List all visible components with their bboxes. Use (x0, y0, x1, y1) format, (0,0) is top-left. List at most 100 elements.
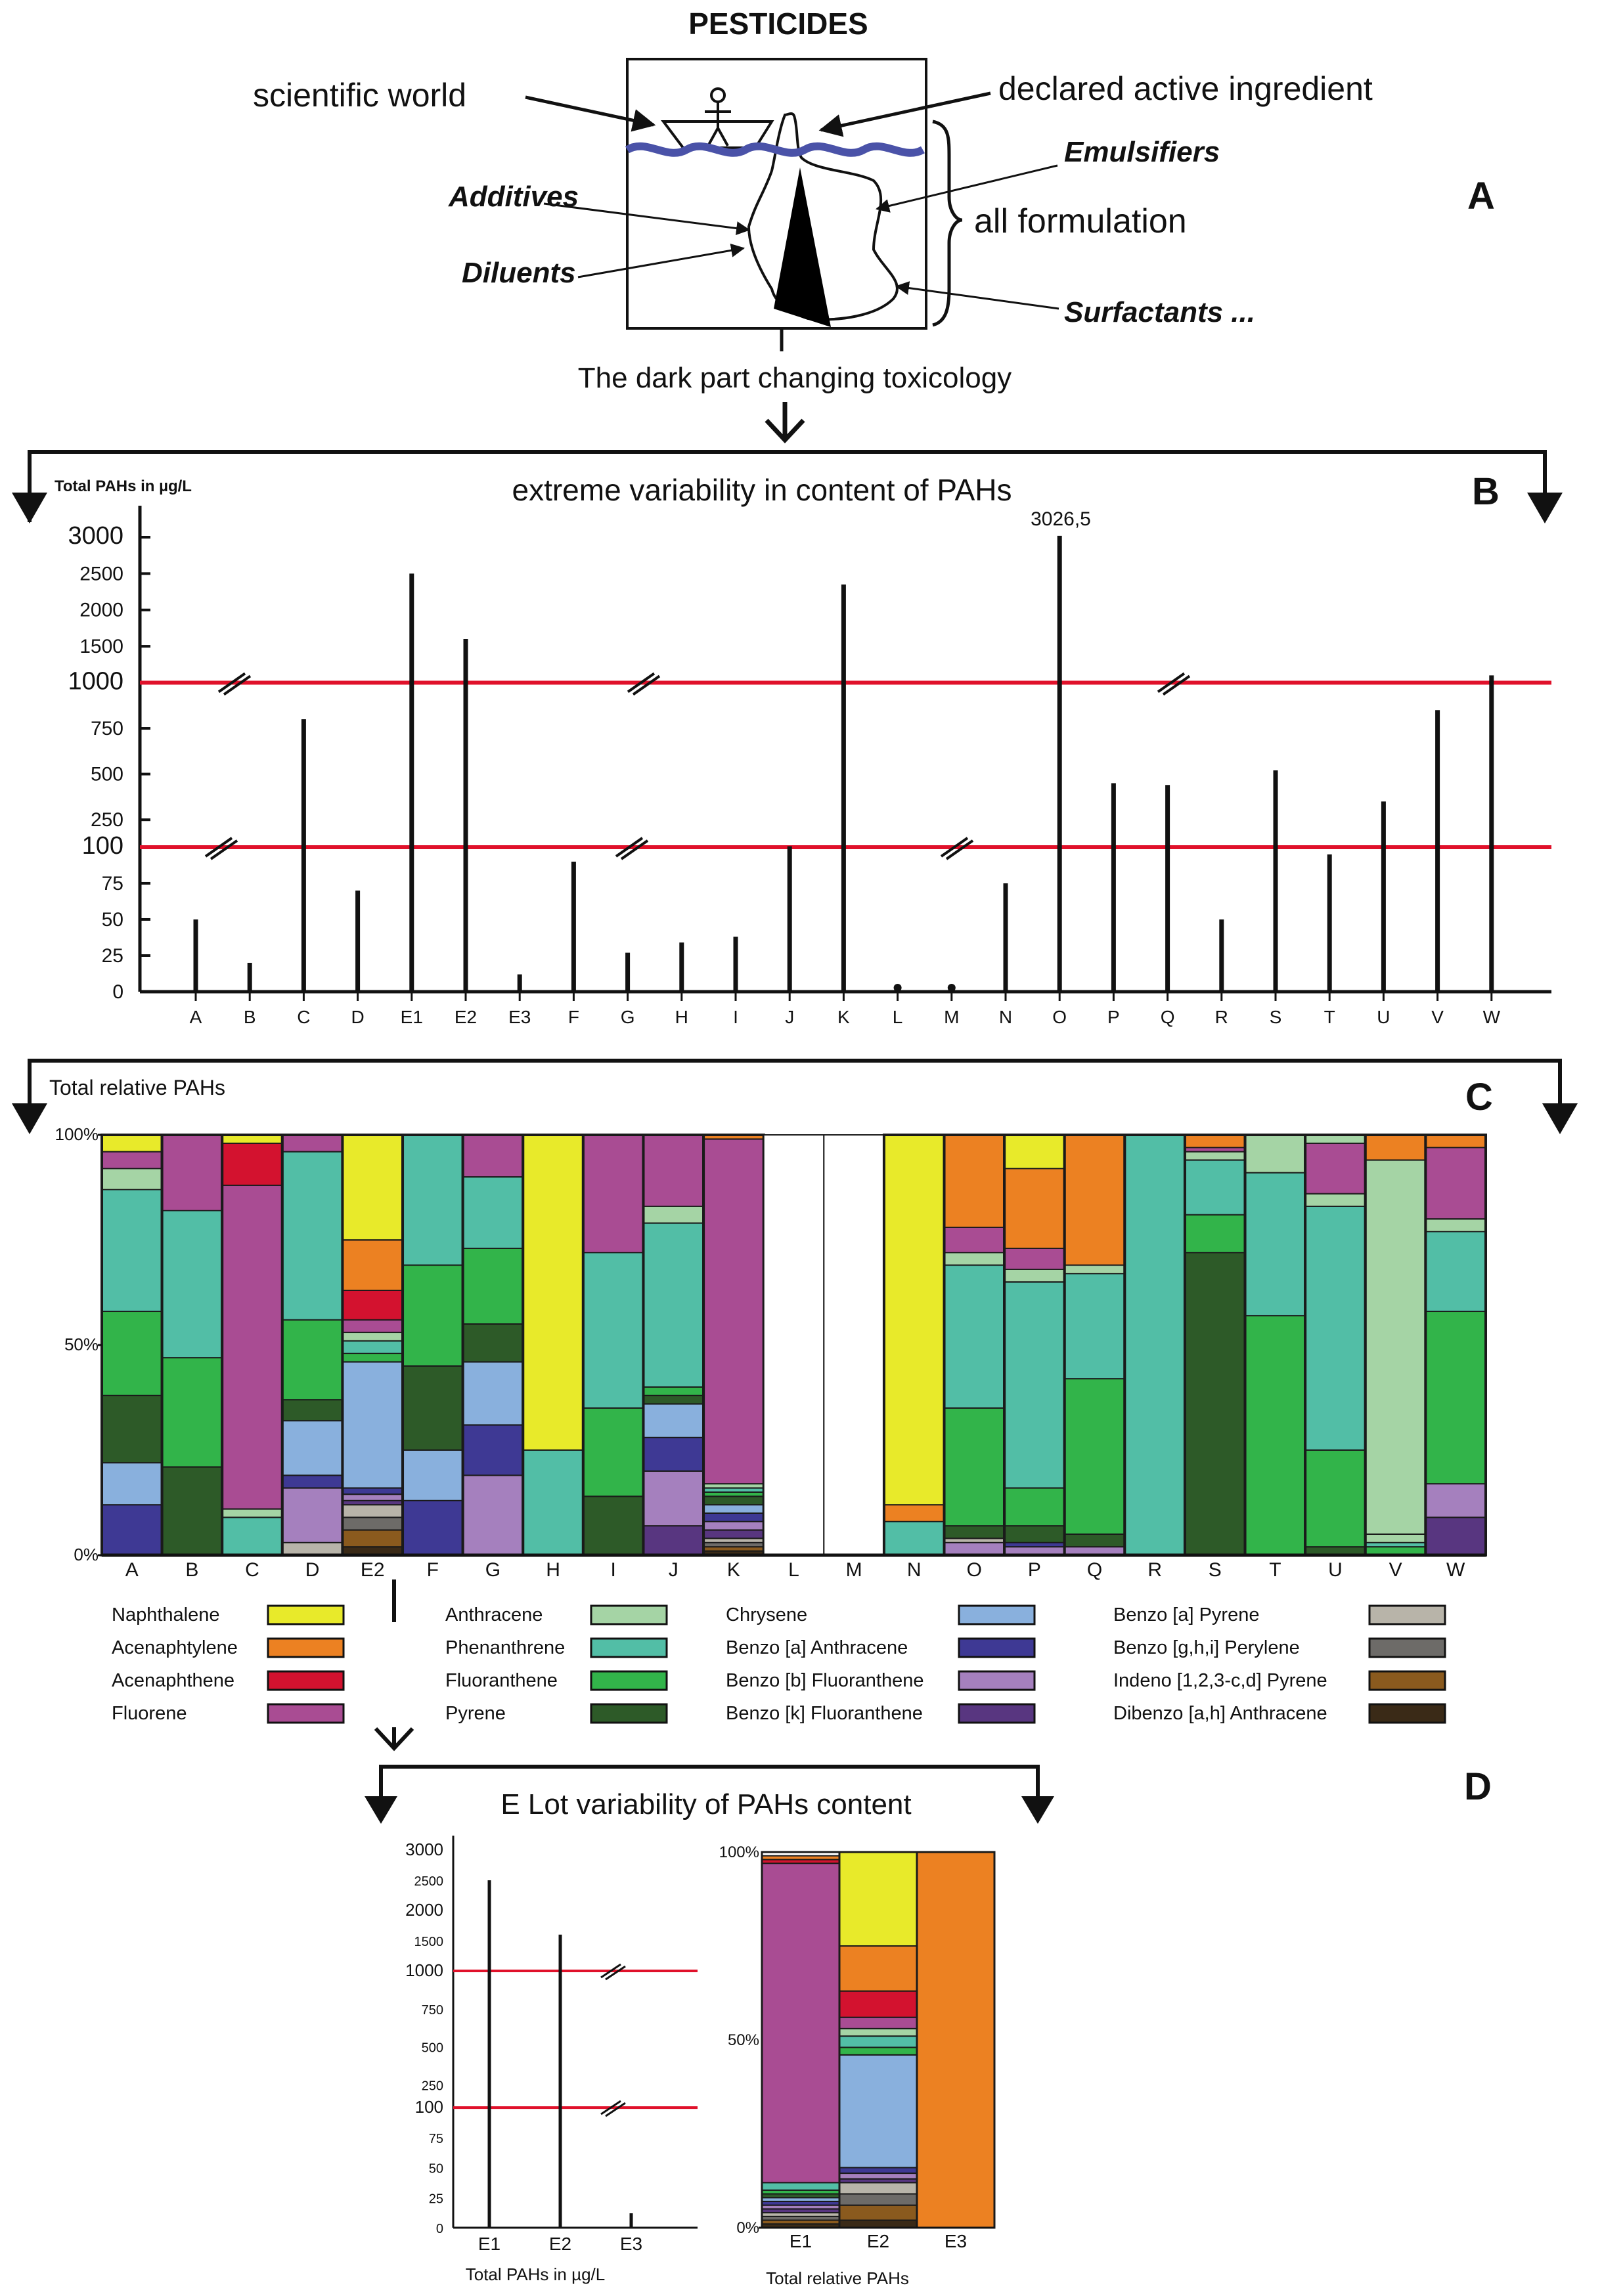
c-x-tick-label: H (546, 1559, 560, 1581)
c-segment-w-benzo-k-fluoranthene (1425, 1516, 1487, 1556)
c-segment-i-phenanthrene (582, 1252, 644, 1409)
b-x-tick-label: N (999, 1007, 1012, 1027)
c-segment-f-chrysene (402, 1449, 464, 1501)
c-x-tick-label: A (125, 1559, 139, 1581)
c-segment-w-fluoranthene (1425, 1310, 1487, 1485)
legend-label-chrysene: Chrysene (726, 1604, 807, 1625)
c-x-tick-label: U (1328, 1559, 1343, 1581)
c-segment-g-pyrene (462, 1323, 524, 1363)
b-y-tick-label: 250 (91, 809, 123, 831)
legend-swatch-fluoranthene (590, 1670, 668, 1691)
c-y-tick-label: 100% (55, 1124, 99, 1144)
legend-swatch-benzo-g-h-i-perylene (1368, 1637, 1446, 1658)
b-x-tick-label: J (785, 1007, 794, 1027)
c-segment-o-pyrene (943, 1525, 1006, 1539)
c-segment-e2-benzo-b-fluoranthene (342, 1493, 404, 1501)
c-segment-g-fluorene (462, 1134, 524, 1178)
c-segment-e2-phenanthrene (342, 1340, 404, 1354)
d-left-y-tick-label: 75 (429, 2132, 443, 2146)
b-y-tick-label: 3000 (68, 522, 123, 550)
c-segment-w-benzo-b-fluoranthene (1425, 1483, 1487, 1518)
panel-b-yaxis-title: Total PAHs in µg/L (55, 477, 192, 495)
b-x-tick-label: A (190, 1007, 202, 1027)
b-x-tick-label: Q (1161, 1007, 1175, 1027)
c-x-tick-label: K (727, 1559, 740, 1581)
c-segment-p-fluoranthene (1004, 1487, 1065, 1527)
c-segment-g-fluoranthene (462, 1247, 524, 1325)
panel-c-chart: A B C D E2 F G H I J K L M N O P Q R S T U V W 0% 50% 100% (55, 1124, 1488, 1581)
d-right-x-tick-label: E1 (790, 2231, 812, 2251)
d-right-segment-e2-benzo-a-pyrene (839, 2182, 918, 2195)
c-y-tick-label: 0% (74, 1545, 99, 1564)
iceberg-dark-part (774, 167, 831, 327)
legend-label-pyrene: Pyrene (445, 1703, 506, 1724)
c-segment-s-phenanthrene (1184, 1159, 1246, 1216)
legend-label-benzo-a-pyrene: Benzo [a] Pyrene (1113, 1604, 1259, 1625)
b-axis-break-mark (627, 672, 661, 696)
c-segment-u-fluoranthene (1304, 1449, 1366, 1548)
d-left-y-tick-label: 250 (422, 2079, 443, 2093)
b-x-tick-label: G (621, 1007, 635, 1027)
legend-label-acenaphthene: Acenaphthene (112, 1670, 234, 1691)
b-x-tick-label: K (837, 1007, 850, 1027)
legend-swatch-benzo-a-pyrene (1368, 1604, 1446, 1625)
panel-d-right-xlabel: Total relative PAHs (766, 2268, 909, 2288)
b-x-tick-label: P (1107, 1007, 1120, 1027)
c-segment-j-benzo-b-fluoranthene (642, 1470, 705, 1527)
c-segment-e2-fluorene (342, 1319, 404, 1333)
c-segment-c-anthracene (221, 1508, 283, 1518)
d-left-y-tick-label: 50 (429, 2162, 443, 2176)
d-left-x-tick-label: E3 (620, 2234, 642, 2254)
d-right-segment-e1-fluorene (761, 1863, 840, 2184)
c-segment-u-fluorene (1304, 1142, 1366, 1195)
d-right-segment-e2-naphthalene (839, 1851, 918, 1947)
b-y-tick-label: 2000 (79, 600, 123, 621)
c-segment-k-benzo-a-anthracene (703, 1512, 765, 1522)
b-y-tick-label: 50 (102, 909, 123, 931)
arrow-emulsifiers (875, 164, 1058, 213)
legend-label-anthracene: Anthracene (445, 1604, 543, 1625)
c-segment-d-fluorene (281, 1134, 344, 1153)
c-x-tick-label: M (846, 1559, 862, 1581)
d-right-y-tick-label: 0% (736, 2219, 759, 2237)
label-surfactants: Surfactants ... (1064, 296, 1255, 328)
c-segment-c-acenaphthene (221, 1142, 283, 1186)
legend-swatch-phenanthrene (590, 1637, 668, 1658)
legend-label-naphthalene: Naphthalene (112, 1604, 219, 1625)
b-y-tick-label: 75 (102, 873, 123, 894)
panel-b-callout: 3026,5 (1031, 508, 1091, 530)
c-segment-k-fluorene (703, 1138, 765, 1485)
d-right-x-tick-label: E3 (945, 2231, 967, 2251)
c-segment-q-phenanthrene (1063, 1273, 1126, 1380)
d-left-y-tick-label: 1000 (405, 1960, 443, 1980)
b-y-tick-label: 25 (102, 945, 123, 967)
d-right-y-tick-label: 50% (728, 2031, 759, 2049)
c-segment-d-phenanthrene (281, 1151, 344, 1321)
panel-a-title: PESTICIDES (688, 7, 868, 41)
legend-label-benzo-g-h-i-perylene: Benzo [g,h,i] Perylene (1113, 1637, 1300, 1658)
c-segment-b-fluorene (161, 1134, 223, 1212)
arrow-surfactants (895, 281, 1059, 310)
c-segment-v-acenaphtylene (1364, 1134, 1427, 1161)
c-segment-c-phenanthrene (221, 1516, 283, 1556)
c-segment-a-pyrene (101, 1394, 163, 1464)
panel-d-letter: D (1464, 1765, 1492, 1808)
d-right-segment-e2-indeno-1-2-3-c-d-pyrene (839, 2204, 918, 2221)
d-left-y-tick-label: 0 (436, 2222, 443, 2236)
b-x-tick-label: H (675, 1007, 688, 1027)
b-x-tick-label: S (1270, 1007, 1282, 1027)
c-x-tick-label: E2 (361, 1559, 385, 1581)
c-segment-d-fluoranthene (281, 1319, 344, 1401)
b-y-tick-label: 1500 (79, 636, 123, 657)
c-segment-n-phenanthrene (883, 1520, 945, 1556)
iceberg-frame (626, 58, 927, 330)
c-segment-e2-benzo-g-h-i-perylene (342, 1516, 404, 1531)
c-segment-b-fluoranthene (161, 1357, 223, 1468)
d-right-segment-e2-chrysene (839, 2054, 918, 2169)
d-right-segment-e2-dibenzo-a-h-anthracene (839, 2219, 918, 2229)
c-segment-p-phenanthrene (1004, 1281, 1065, 1489)
d-right-segment-e2-anthracene (839, 2027, 918, 2037)
arrow-down-a (765, 402, 805, 444)
